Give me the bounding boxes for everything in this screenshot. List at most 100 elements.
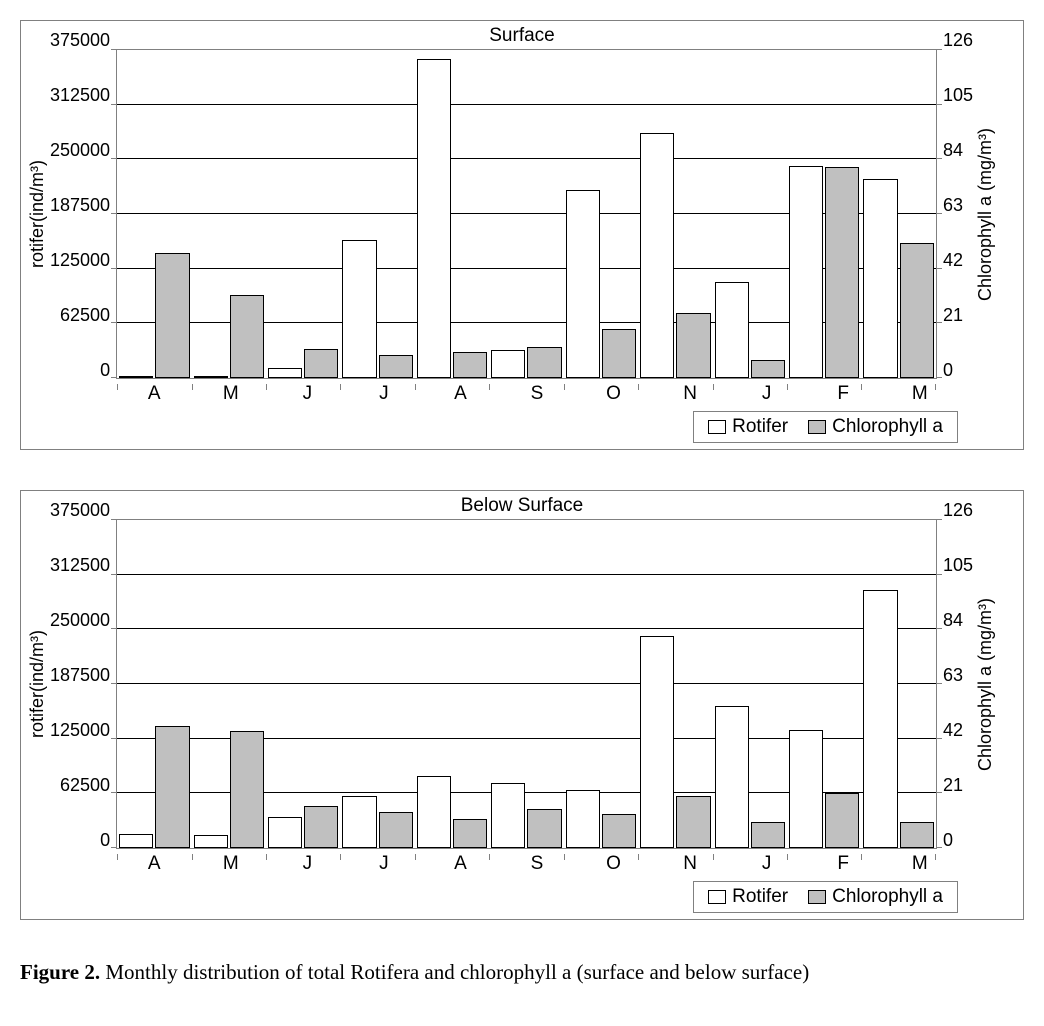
month-group: [713, 520, 787, 848]
month-group: [861, 50, 935, 378]
legend: RotiferChlorophyll a: [693, 411, 958, 443]
bar-chlorophyll: [900, 243, 934, 378]
y-left-tick: 187500: [50, 195, 110, 215]
x-axis-label: N: [652, 853, 729, 875]
y-right-tick: 126: [943, 30, 973, 50]
bar-chlorophyll: [379, 812, 413, 848]
bar-rotifer: [566, 790, 600, 848]
y-left-tick: 62500: [60, 775, 110, 795]
month-group: [861, 520, 935, 848]
bar-chlorophyll: [453, 352, 487, 378]
month-group: [787, 50, 861, 378]
bar-rotifer: [342, 796, 376, 848]
y-right-tick: 42: [943, 250, 963, 270]
bar-chlorophyll: [527, 347, 561, 378]
legend-swatch-rotifer: [708, 890, 726, 904]
bar-chlorophyll: [304, 349, 338, 378]
legend: RotiferChlorophyll a: [693, 881, 958, 913]
month-group: [117, 520, 191, 848]
y-left-tick: 187500: [50, 665, 110, 685]
x-axis-label: O: [575, 853, 652, 875]
y-axis-right-title: Chlorophyll a (mg/m³): [973, 49, 998, 379]
plot-area: [116, 519, 937, 849]
x-axis-label: A: [116, 853, 193, 875]
legend-swatch-chlorophyll: [808, 890, 826, 904]
bar-chlorophyll: [751, 360, 785, 378]
y-right-tick: 105: [943, 555, 973, 575]
y-left-tick: 375000: [50, 30, 110, 50]
bar-rotifer: [417, 776, 451, 848]
month-group: [638, 50, 712, 378]
bar-chlorophyll: [900, 822, 934, 848]
bar-chlorophyll: [453, 819, 487, 848]
x-axis-label: O: [575, 383, 652, 405]
month-group: [489, 520, 563, 848]
bar-chlorophyll: [602, 329, 636, 378]
bar-chlorophyll: [751, 822, 785, 848]
legend-label-rotifer: Rotifer: [732, 416, 788, 438]
x-axis-label: N: [652, 383, 729, 405]
bar-chlorophyll: [230, 731, 264, 848]
y-left-tick: 0: [100, 830, 110, 850]
y-right-tick: 84: [943, 140, 963, 160]
month-group: [266, 520, 340, 848]
y-right-tick: 63: [943, 665, 963, 685]
y-right-tick: 84: [943, 610, 963, 630]
figure-label: Figure 2.: [20, 960, 100, 984]
y-left-tick: 125000: [50, 250, 110, 270]
bar-rotifer: [640, 133, 674, 378]
legend-swatch-rotifer: [708, 420, 726, 434]
x-axis-label: J: [728, 853, 805, 875]
y-axis-left-title: rotifer(ind/m³): [25, 519, 50, 849]
x-axis-label: J: [346, 383, 423, 405]
x-axis-label: J: [728, 383, 805, 405]
bar-rotifer: [640, 636, 674, 848]
legend-label-chlorophyll: Chlorophyll a: [832, 886, 943, 908]
bar-chlorophyll: [676, 313, 710, 378]
bar-chlorophyll: [304, 806, 338, 848]
bar-chlorophyll: [230, 295, 264, 378]
legend-swatch-chlorophyll: [808, 420, 826, 434]
y-left-tick: 125000: [50, 720, 110, 740]
bar-rotifer: [863, 179, 897, 378]
month-group: [713, 50, 787, 378]
y-left-tick: 0: [100, 360, 110, 380]
x-axis-label: A: [422, 853, 499, 875]
y-left-tick: 375000: [50, 500, 110, 520]
x-axis-label: F: [805, 383, 882, 405]
y-right-tick: 0: [943, 830, 953, 850]
month-group: [787, 520, 861, 848]
y-left-tick: 312500: [50, 555, 110, 575]
month-group: [340, 50, 414, 378]
y-left-tick: 250000: [50, 140, 110, 160]
bar-chlorophyll: [676, 796, 710, 848]
x-axis-label: M: [881, 853, 958, 875]
bar-rotifer: [268, 817, 302, 848]
y-left-tick: 250000: [50, 610, 110, 630]
y-right-tick: 105: [943, 85, 973, 105]
bar-rotifer: [491, 783, 525, 848]
bar-rotifer: [789, 730, 823, 848]
y-right-tick: 63: [943, 195, 963, 215]
month-group: [340, 520, 414, 848]
bar-rotifer: [417, 59, 451, 378]
y-right-tick: 42: [943, 720, 963, 740]
bar-chlorophyll: [825, 167, 859, 378]
y-right-tick: 21: [943, 305, 963, 325]
x-axis-label: F: [805, 853, 882, 875]
charts-container: Surfacerotifer(ind/m³)375000312500250000…: [20, 20, 1024, 920]
y-axis-right-title: Chlorophyll a (mg/m³): [973, 519, 998, 849]
bar-rotifer: [119, 376, 153, 378]
month-group: [638, 520, 712, 848]
month-group: [192, 520, 266, 848]
bar-chlorophyll: [825, 793, 859, 848]
y-right-tick: 21: [943, 775, 963, 795]
bar-rotifer: [863, 590, 897, 848]
figure-caption: Figure 2. Monthly distribution of total …: [20, 960, 1024, 985]
x-axis-label: J: [269, 383, 346, 405]
bar-rotifer: [491, 350, 525, 378]
chart-panel-1: Below Surfacerotifer(ind/m³)375000312500…: [20, 490, 1024, 920]
x-axis-label: M: [881, 383, 958, 405]
x-axis-label: M: [193, 383, 270, 405]
x-axis-label: M: [193, 853, 270, 875]
